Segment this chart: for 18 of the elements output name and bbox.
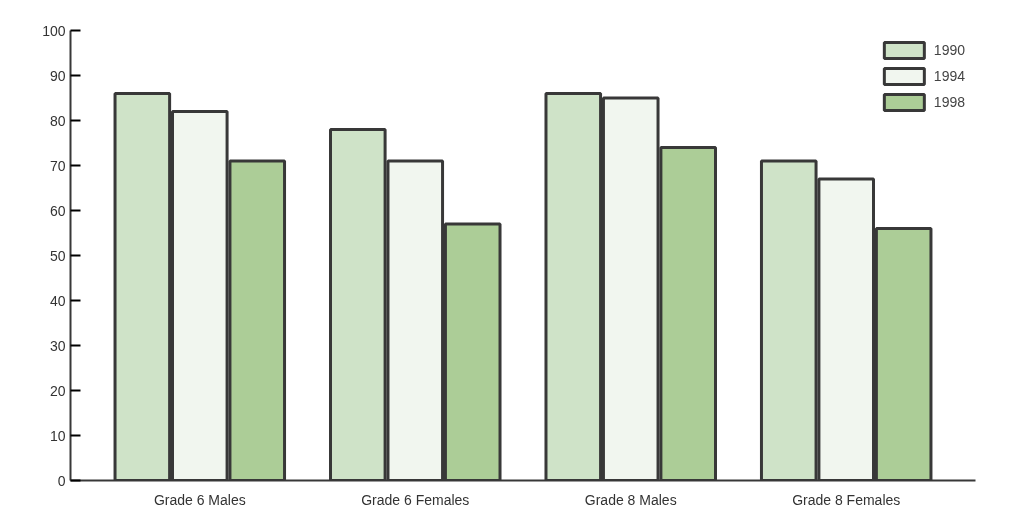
y-tick-label: 90 (49, 67, 66, 84)
y-tick-label: 70 (49, 157, 66, 174)
y-tick-label: 50 (49, 247, 66, 264)
y-tick-label: 0 (57, 472, 66, 489)
y-tick-label: 80 (49, 112, 66, 129)
y-tick-label: 30 (49, 337, 66, 354)
x-tick-label: Grade 6 Males (153, 491, 246, 508)
y-tick-label: 10 (49, 427, 66, 444)
y-tick-label: 40 (49, 292, 66, 309)
legend-label: 1998 (933, 94, 965, 110)
x-tick-label: Grade 8 Females (792, 491, 901, 508)
x-tick-label: Grade 8 Males (584, 491, 677, 508)
y-tick-label: 100 (42, 22, 66, 39)
y-tick-label: 60 (49, 202, 66, 219)
y-tick-label: 20 (49, 382, 66, 399)
x-tick-label: Grade 6 Females (361, 491, 470, 508)
legend-label: 1990 (933, 42, 965, 58)
legend-label: 1994 (933, 68, 965, 84)
